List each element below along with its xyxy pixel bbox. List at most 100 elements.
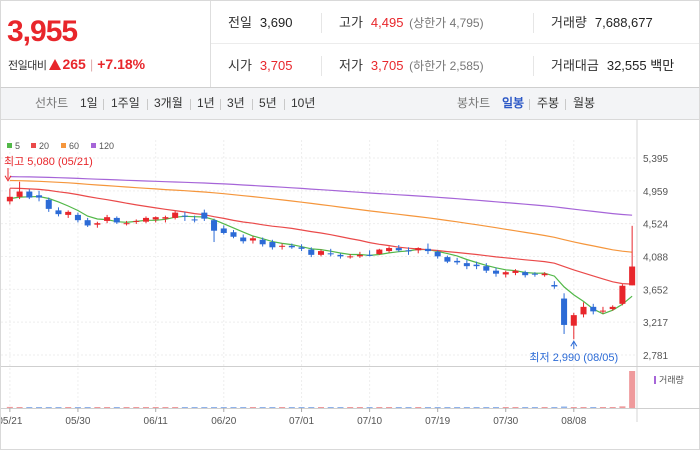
period-3y-button[interactable]: 3년	[227, 96, 245, 110]
lower-limit: (하한가 2,585)	[409, 59, 484, 73]
price-tick-label: 4,959	[643, 187, 668, 198]
divider	[529, 99, 530, 110]
candle	[580, 302, 587, 318]
volume-bar	[590, 407, 597, 408]
volume-bar	[94, 407, 101, 408]
legend-label: 120	[99, 141, 114, 151]
divider	[103, 99, 104, 110]
price-summary: 3,955 전일대비 265 | +7.18%	[1, 1, 211, 87]
candle	[123, 220, 130, 226]
period-5y-button[interactable]: 5년	[259, 96, 277, 110]
change-row: 전일대비 265 | +7.18%	[8, 56, 145, 73]
candle-body	[327, 253, 334, 255]
candle	[356, 251, 363, 258]
period-10y-button[interactable]: 10년	[291, 96, 316, 110]
candle	[220, 225, 227, 235]
volume-bar	[347, 407, 354, 408]
volume-bar	[230, 407, 237, 408]
trade-value-label: 거래대금	[551, 58, 599, 73]
low-label: 저가	[339, 58, 363, 73]
legend-swatch	[31, 143, 36, 148]
candle-body	[16, 191, 23, 197]
candle-monthly-button[interactable]: 월봉	[573, 96, 596, 110]
candle-body	[279, 245, 286, 247]
candle-weekly-button[interactable]: 주봉	[537, 96, 560, 110]
volume-bar	[551, 407, 558, 408]
candle	[570, 312, 577, 340]
volume-bar	[570, 407, 577, 408]
volume-bar	[113, 407, 120, 408]
date-tick-label: 07/01	[289, 416, 314, 427]
price-tick-label: 4,524	[643, 220, 668, 231]
candle-body	[94, 223, 101, 225]
prev-close-value: 3,690	[259, 15, 293, 30]
candle-body	[201, 212, 208, 219]
volume-bar	[356, 407, 363, 408]
volume-bar	[395, 407, 402, 408]
price-tick-label: 3,217	[643, 318, 668, 329]
change-value: 265	[62, 56, 86, 72]
candle-body	[240, 237, 247, 242]
candle	[181, 211, 188, 221]
candle-body	[152, 217, 159, 220]
volume-stat: 거래량 7,688,677	[551, 1, 653, 44]
prev-close-stat: 전일 3,690	[228, 1, 292, 44]
volume-bar	[463, 407, 470, 408]
low-annotation: 최저 2,990 (08/05)	[529, 351, 618, 364]
candle	[454, 257, 461, 265]
trade-value-stat: 거래대금 32,555 백만	[551, 44, 674, 87]
candle	[16, 181, 23, 200]
candle	[366, 250, 373, 257]
candle-body	[220, 228, 227, 233]
stock-chart[interactable]: 5,395 4,959 4,524 4,088 3,652 3,217 2,781 거래량 …	[0, 120, 700, 450]
low-value: 3,705	[370, 58, 404, 73]
volume-bar	[366, 407, 373, 408]
period-1w-button[interactable]: 1주일	[111, 96, 140, 110]
period-1d-button[interactable]: 1일	[80, 96, 98, 110]
candle	[629, 225, 636, 286]
candle	[424, 243, 431, 255]
period-1y-button[interactable]: 1년	[197, 96, 215, 110]
volume-bar	[211, 407, 218, 408]
candle	[191, 215, 198, 223]
candle-daily-button[interactable]: 일봉	[502, 96, 525, 110]
candle	[298, 244, 305, 252]
candle-body	[434, 251, 441, 257]
open-stat: 시가 3,705	[228, 44, 292, 87]
volume-label: 거래량	[551, 15, 587, 30]
low-stat: 저가 3,705 (하한가 2,585)	[339, 44, 484, 87]
trade-value: 32,555	[606, 58, 647, 73]
candle	[74, 212, 81, 223]
volume-bar	[74, 407, 81, 408]
candle-body	[249, 238, 256, 241]
candle	[259, 237, 266, 247]
high-stat: 고가 4,495 (상한가 4,795)	[339, 1, 484, 44]
candle	[104, 214, 111, 224]
candle-body	[113, 217, 120, 223]
divider	[220, 99, 221, 110]
divider	[533, 56, 534, 76]
candle-body	[84, 220, 91, 226]
candle	[317, 249, 325, 257]
volume-bar	[36, 407, 43, 408]
candle-body	[259, 239, 266, 245]
lower-limit-value: 2,585	[449, 59, 480, 73]
candle	[201, 209, 208, 221]
candle	[376, 248, 383, 255]
date-tick-label: 07/10	[357, 416, 382, 427]
volume-bar	[142, 407, 149, 408]
volume-bar	[16, 407, 23, 408]
period-3m-button[interactable]: 3개월	[154, 96, 183, 110]
current-price: 3,955	[7, 15, 78, 48]
date-tick-label: 05/30	[65, 416, 90, 427]
candle	[113, 216, 120, 224]
candle-body	[288, 245, 295, 248]
high-value: 4,495	[370, 15, 404, 30]
candle-body	[629, 266, 636, 286]
candle-body	[395, 248, 402, 251]
lower-limit-label: 하한가	[413, 59, 447, 73]
candle-body	[45, 199, 52, 209]
candle-body	[386, 248, 393, 252]
candle-body	[619, 285, 626, 304]
